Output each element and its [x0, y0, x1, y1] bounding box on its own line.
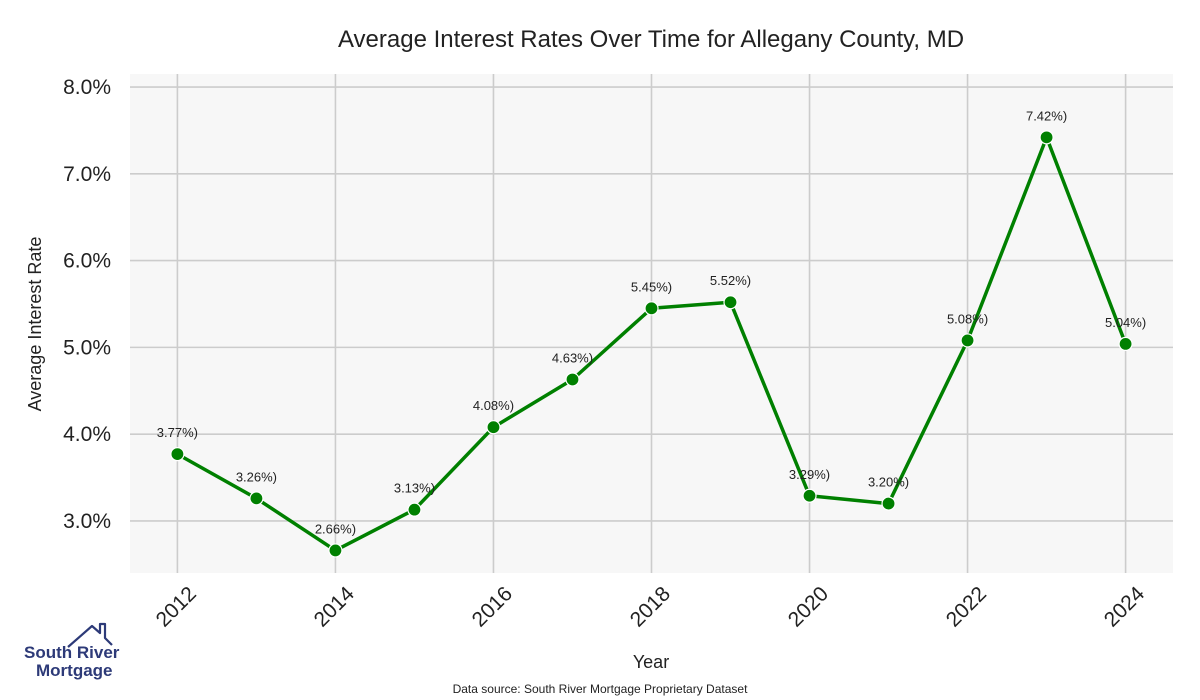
x-tick-label: 2022 [942, 582, 991, 631]
y-tick-label: 5.0% [63, 336, 111, 359]
logo-line2: Mortgage [36, 661, 113, 680]
data-label: 5.52%) [710, 273, 751, 288]
data-label: 7.42%) [1026, 108, 1067, 123]
data-label: 4.08%) [473, 398, 514, 413]
data-point [407, 502, 422, 517]
data-point [486, 420, 501, 435]
y-axis-label: Average Interest Rate [25, 237, 45, 412]
y-tick-label: 6.0% [63, 250, 111, 273]
data-point [802, 488, 817, 503]
data-point [644, 301, 659, 316]
data-label: 2.66%) [315, 521, 356, 536]
data-label: 5.04%) [1105, 315, 1146, 330]
x-tick-label: 2012 [152, 582, 201, 631]
x-axis-label: Year [633, 652, 669, 672]
data-label: 3.77%) [157, 425, 198, 440]
data-label: 3.20%) [868, 475, 909, 490]
x-tick-labels: 2012 2014 2016 2018 2020 2022 2024 [152, 582, 1150, 632]
y-tick-label: 7.0% [63, 163, 111, 186]
data-point [249, 491, 264, 506]
x-tick-label: 2024 [1100, 582, 1150, 632]
data-point [723, 295, 738, 310]
data-point [565, 372, 580, 387]
data-point [881, 496, 896, 511]
data-point [960, 333, 975, 348]
south-river-mortgage-logo: South River Mortgage [24, 622, 120, 680]
y-tick-label: 4.0% [63, 423, 111, 446]
data-label: 3.29%) [789, 467, 830, 482]
chart-title: Average Interest Rates Over Time for All… [338, 26, 964, 53]
y-tick-labels: 3.0% 4.0% 5.0% 6.0% 7.0% 8.0% [63, 76, 111, 533]
house-roof-icon [67, 622, 113, 648]
x-tick-label: 2020 [784, 582, 833, 631]
data-labels: 3.77%) 3.26%) 2.66%) 3.13%) 4.08%) 4.63%) 5.45… [157, 108, 1146, 536]
x-tick-label: 2016 [468, 582, 517, 631]
logo-line1: South River [24, 643, 120, 662]
data-point [170, 447, 185, 462]
data-label: 5.08%) [947, 311, 988, 326]
x-tick-label: 2014 [310, 582, 360, 632]
data-point [1118, 336, 1133, 351]
series-line-group [170, 130, 1133, 558]
data-label: 5.45%) [631, 279, 672, 294]
data-point [328, 543, 343, 558]
x-tick-label: 2018 [626, 582, 675, 631]
data-label: 4.63%) [552, 350, 593, 365]
data-label: 3.26%) [236, 469, 277, 484]
data-source-note: Data source: South River Mortgage Propri… [453, 682, 748, 696]
data-point [1039, 130, 1054, 145]
data-label: 3.13%) [394, 481, 435, 496]
y-tick-label: 8.0% [63, 76, 111, 99]
y-tick-label: 3.0% [63, 510, 111, 533]
